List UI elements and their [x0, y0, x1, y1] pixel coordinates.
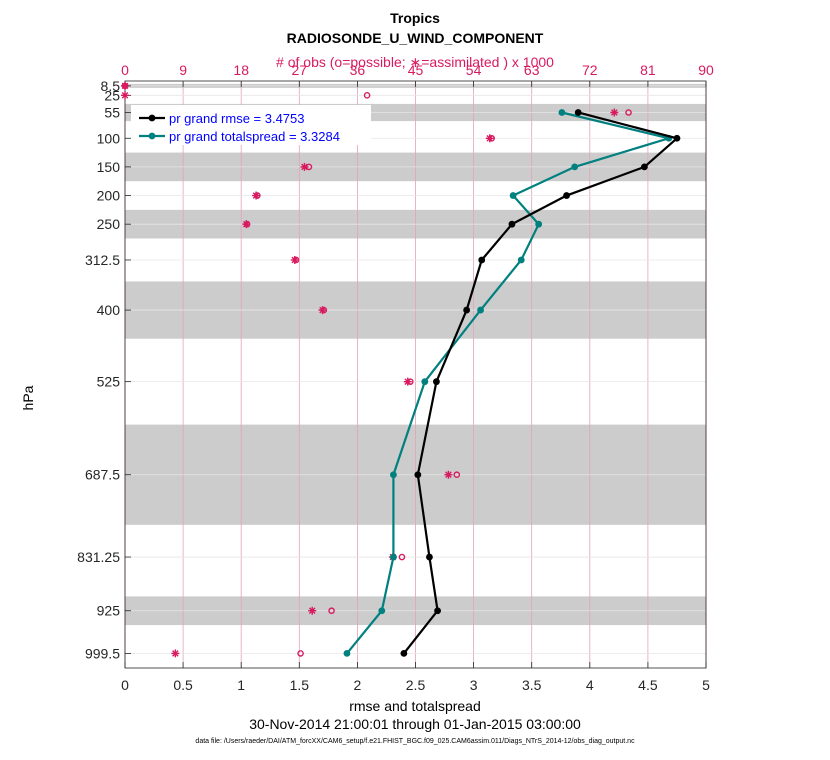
- totalspread-point: [378, 607, 386, 615]
- y-tick-label: 200: [97, 188, 121, 204]
- rmse-line: [403, 111, 680, 655]
- obs-assimilated-marker: [318, 306, 327, 315]
- y-tick-label: 525: [97, 374, 121, 390]
- totalspread-point: [517, 256, 525, 264]
- x-tick-label: 4.5: [638, 677, 658, 693]
- top-tick-label: 9: [179, 62, 187, 78]
- obs-assimilated-marker: [252, 191, 261, 200]
- totalspread-point: [477, 306, 484, 314]
- x-tick-label: 1: [237, 677, 245, 693]
- x-tick-label: 0: [121, 677, 129, 693]
- y-tick-label: 8.5: [101, 78, 121, 94]
- obs-assimilated-marker: [121, 81, 129, 90]
- y-axis-label: hPa: [20, 385, 36, 411]
- obs-possible-marker: [363, 92, 371, 99]
- x-tick-label: 5: [702, 677, 710, 693]
- totalspread-point: [558, 109, 566, 116]
- x-tick-label: 0.5: [173, 677, 193, 693]
- obs-assimilated-marker: [308, 606, 317, 615]
- top-axis-label: # of obs (o=possible; ∗=assimilated ) x …: [276, 54, 554, 70]
- obs-assimilated-marker: [242, 220, 251, 229]
- rmse-point: [574, 109, 582, 116]
- y-tick-label: 150: [97, 159, 121, 175]
- totalspread-point: [390, 553, 397, 561]
- top-tick-label: 54: [466, 62, 482, 78]
- y-tick-label: 925: [97, 603, 121, 619]
- chart-title: Tropics: [390, 10, 440, 26]
- legend-totalspread-label: pr grand totalspread = 3.3284: [169, 129, 340, 144]
- totalspread-point: [343, 649, 351, 657]
- obs-possible-marker: [297, 650, 304, 657]
- top-tick-label: 81: [640, 62, 656, 78]
- obs-assimilated-marker: [610, 108, 619, 117]
- legend-rmse-marker: [148, 114, 156, 122]
- totalspread-point: [535, 220, 543, 228]
- totalspread-point: [571, 163, 579, 171]
- rmse-point: [426, 553, 433, 561]
- top-tick-label: 18: [233, 62, 249, 78]
- obs-possible-marker: [398, 553, 406, 561]
- y-tick-label: 687.5: [85, 467, 120, 483]
- obs-possible-marker: [328, 607, 335, 615]
- chart-subtitle: RADIOSONDE_U_WIND_COMPONENT: [286, 30, 544, 46]
- rmse-point: [433, 378, 440, 386]
- top-tick-label: 45: [408, 62, 424, 78]
- x-tick-label: 1.5: [290, 677, 310, 693]
- obs-assimilated-marker: [403, 377, 412, 386]
- top-tick-label: 36: [350, 62, 366, 78]
- y-tick-label: 25: [104, 87, 120, 103]
- rmse-point: [478, 256, 486, 264]
- top-tick-label: 63: [524, 62, 540, 78]
- top-tick-label: 90: [698, 62, 714, 78]
- obs-assimilated-marker: [485, 134, 494, 143]
- data-file-path: data file: /Users/raeder/DAI/ATM_forcXX/…: [195, 738, 635, 745]
- x-tick-label: 2.5: [406, 677, 426, 693]
- obs-assimilated-marker: [121, 91, 129, 100]
- x-tick-label: 3.5: [522, 677, 542, 693]
- y-tick-label: 999.5: [85, 645, 120, 661]
- x-axis-label: rmse and totalspread: [349, 698, 481, 714]
- y-tick-label: 312.5: [85, 252, 120, 268]
- rmse-point: [400, 649, 408, 657]
- obs-possible-marker: [625, 109, 632, 116]
- totalspread-point: [421, 378, 429, 386]
- y-tick-label: 55: [104, 104, 120, 120]
- obs-assimilated-marker: [444, 470, 453, 479]
- rmse-point: [463, 306, 471, 314]
- top-tick-label: 0: [121, 62, 129, 78]
- y-tick-label: 250: [97, 216, 121, 232]
- rmse-point: [508, 220, 516, 228]
- date-range: 30-Nov-2014 21:00:01 through 01-Jan-2015…: [249, 716, 581, 732]
- obs-assimilated-marker: [171, 649, 180, 658]
- y-tick-label: 100: [97, 130, 121, 146]
- top-tick-label: 72: [582, 62, 598, 78]
- rmse-point: [673, 134, 681, 142]
- x-tick-label: 3: [470, 677, 478, 693]
- rmse-point: [563, 192, 570, 199]
- x-tick-label: 2: [354, 677, 362, 693]
- rmse-point: [641, 163, 648, 171]
- obs-possible-marker: [453, 471, 461, 479]
- legend-rmse-label: pr grand rmse = 3.4753: [169, 111, 305, 126]
- x-tick-label: 4: [586, 677, 594, 693]
- y-tick-label: 831.25: [77, 549, 120, 565]
- obs-assimilated-marker: [290, 255, 299, 264]
- totalspread-point: [390, 471, 397, 479]
- rmse-point: [434, 607, 441, 615]
- rmse-point: [414, 471, 422, 479]
- obs-assimilated-marker: [300, 162, 309, 171]
- totalspread-point: [509, 192, 517, 199]
- legend-box: [131, 105, 371, 145]
- totalspread-line: [346, 111, 673, 655]
- y-tick-label: 400: [97, 302, 121, 318]
- legend-totalspread-marker: [148, 132, 156, 140]
- top-tick-label: 27: [292, 62, 308, 78]
